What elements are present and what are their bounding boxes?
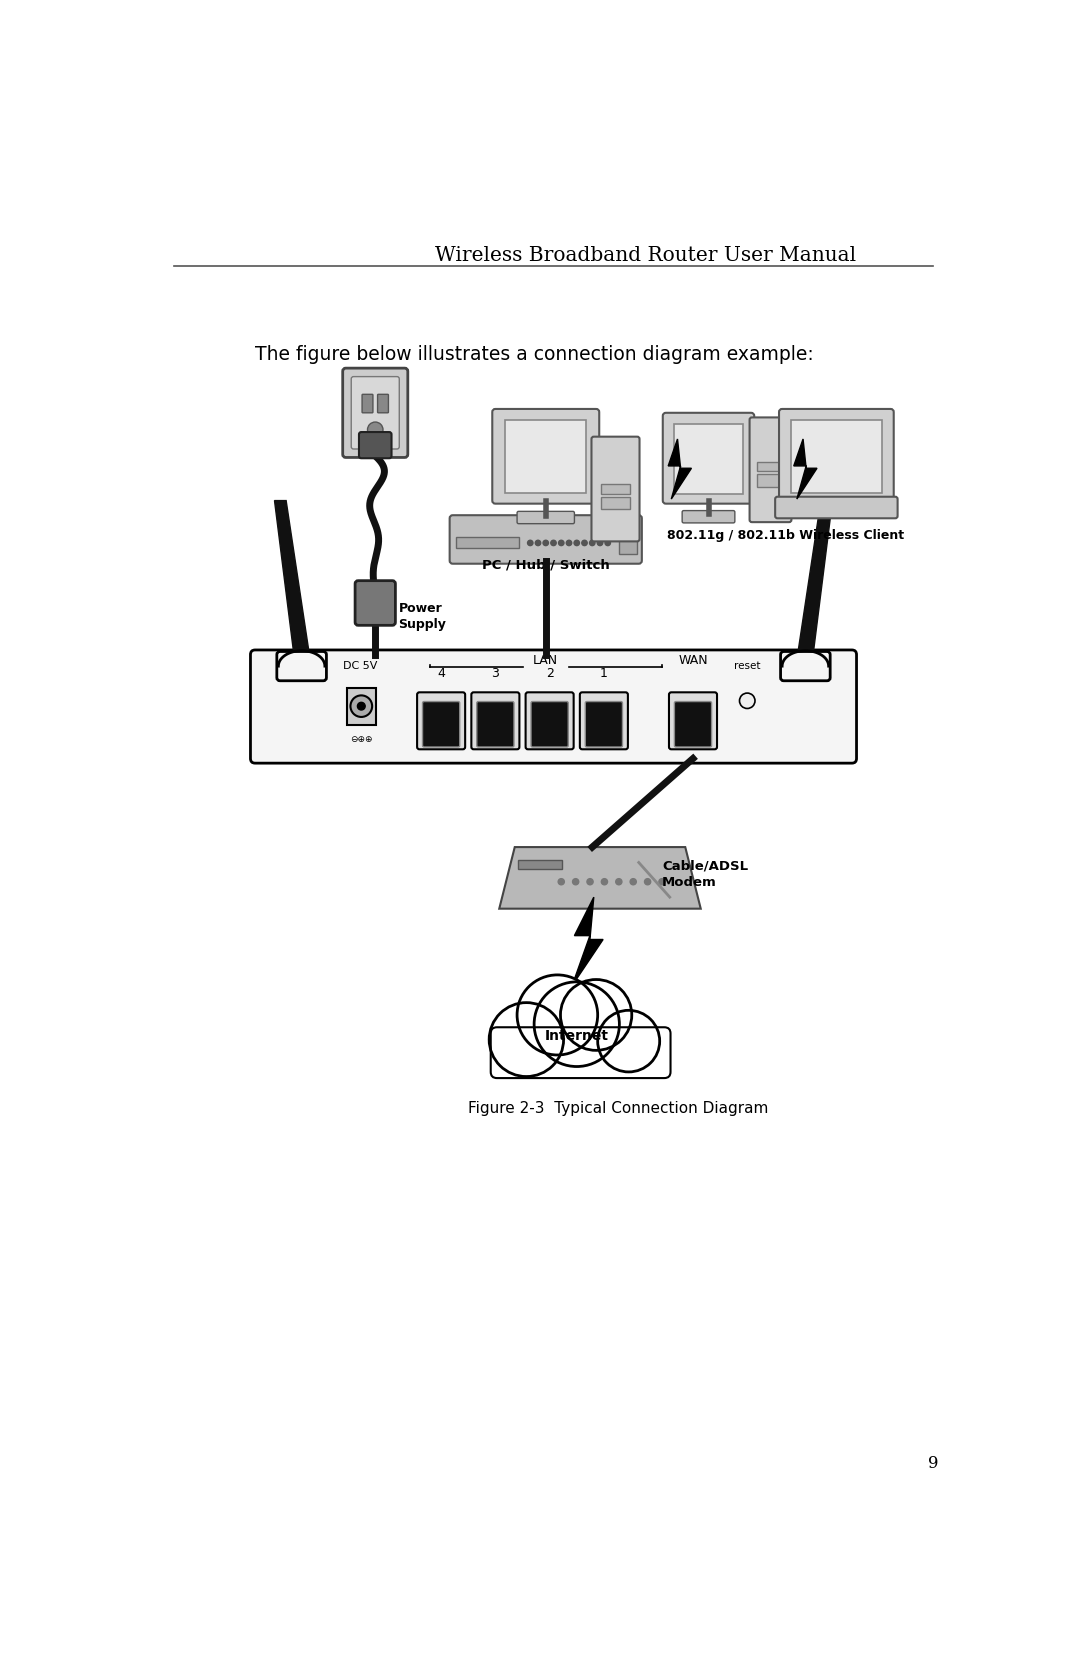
Circle shape: [536, 541, 541, 546]
Text: ⊖⊕⊕: ⊖⊕⊕: [350, 734, 373, 744]
FancyBboxPatch shape: [526, 693, 573, 749]
Circle shape: [630, 878, 636, 885]
FancyBboxPatch shape: [251, 649, 856, 763]
Circle shape: [586, 878, 593, 885]
FancyBboxPatch shape: [531, 701, 568, 748]
FancyBboxPatch shape: [378, 394, 389, 412]
Text: 3: 3: [491, 666, 499, 679]
FancyBboxPatch shape: [276, 651, 326, 681]
Circle shape: [543, 541, 549, 546]
Circle shape: [350, 696, 373, 718]
FancyBboxPatch shape: [779, 409, 894, 504]
FancyBboxPatch shape: [791, 421, 882, 492]
Text: LAN: LAN: [534, 654, 558, 668]
FancyBboxPatch shape: [505, 421, 586, 492]
FancyBboxPatch shape: [492, 409, 599, 504]
FancyBboxPatch shape: [476, 701, 514, 748]
FancyBboxPatch shape: [422, 701, 460, 748]
FancyBboxPatch shape: [775, 497, 897, 519]
Circle shape: [659, 878, 665, 885]
Circle shape: [645, 878, 651, 885]
FancyBboxPatch shape: [592, 437, 639, 541]
FancyBboxPatch shape: [663, 412, 754, 504]
Circle shape: [575, 541, 580, 546]
Text: Power
Supply: Power Supply: [399, 601, 446, 631]
Polygon shape: [794, 439, 816, 499]
FancyBboxPatch shape: [517, 860, 562, 870]
Polygon shape: [572, 898, 603, 986]
Text: Internet: Internet: [544, 1028, 609, 1043]
FancyBboxPatch shape: [683, 511, 734, 522]
FancyBboxPatch shape: [750, 417, 792, 522]
Polygon shape: [669, 439, 691, 499]
Circle shape: [367, 422, 383, 437]
Circle shape: [357, 703, 365, 709]
Text: reset: reset: [734, 661, 760, 671]
Circle shape: [602, 878, 608, 885]
Text: 4: 4: [437, 666, 445, 679]
Text: Figure 2-3  Typical Connection Diagram: Figure 2-3 Typical Connection Diagram: [469, 1102, 769, 1117]
FancyBboxPatch shape: [757, 462, 784, 471]
FancyBboxPatch shape: [456, 537, 519, 547]
Text: The figure below illustrates a connection diagram example:: The figure below illustrates a connectio…: [255, 345, 814, 364]
Circle shape: [527, 541, 532, 546]
FancyBboxPatch shape: [674, 424, 743, 494]
Circle shape: [558, 541, 564, 546]
Circle shape: [566, 541, 571, 546]
FancyBboxPatch shape: [347, 688, 376, 726]
FancyBboxPatch shape: [669, 693, 717, 749]
Text: WAN: WAN: [678, 654, 707, 668]
FancyBboxPatch shape: [757, 474, 784, 487]
Circle shape: [517, 975, 597, 1055]
Text: 1: 1: [599, 666, 608, 679]
FancyBboxPatch shape: [342, 369, 408, 457]
Circle shape: [535, 981, 619, 1066]
Circle shape: [616, 878, 622, 885]
Circle shape: [605, 541, 610, 546]
FancyBboxPatch shape: [619, 534, 637, 554]
Text: 802.11g / 802.11b Wireless Client: 802.11g / 802.11b Wireless Client: [667, 529, 905, 542]
Circle shape: [740, 693, 755, 708]
FancyBboxPatch shape: [585, 701, 622, 748]
FancyBboxPatch shape: [359, 432, 392, 459]
FancyBboxPatch shape: [600, 484, 631, 494]
FancyBboxPatch shape: [362, 394, 373, 412]
Text: Cable/ADSL
Modem: Cable/ADSL Modem: [662, 860, 748, 890]
Circle shape: [582, 541, 588, 546]
FancyBboxPatch shape: [449, 516, 642, 564]
Text: Wireless Broadband Router User Manual: Wireless Broadband Router User Manual: [434, 247, 855, 265]
Polygon shape: [798, 501, 833, 654]
Text: 2: 2: [545, 666, 554, 679]
Circle shape: [561, 980, 632, 1050]
FancyBboxPatch shape: [517, 511, 575, 524]
Circle shape: [551, 541, 556, 546]
FancyBboxPatch shape: [580, 693, 627, 749]
Polygon shape: [274, 501, 309, 654]
Circle shape: [597, 541, 603, 546]
FancyBboxPatch shape: [351, 377, 400, 449]
Circle shape: [597, 1010, 660, 1071]
Circle shape: [489, 1003, 564, 1077]
FancyBboxPatch shape: [471, 693, 519, 749]
Text: 9: 9: [928, 1455, 939, 1472]
FancyBboxPatch shape: [490, 1026, 671, 1078]
Text: DC 5V: DC 5V: [342, 661, 377, 671]
Circle shape: [558, 878, 565, 885]
FancyBboxPatch shape: [674, 701, 712, 748]
Circle shape: [590, 541, 595, 546]
Text: PC / Hub / Switch: PC / Hub / Switch: [482, 559, 609, 572]
FancyBboxPatch shape: [417, 693, 465, 749]
FancyBboxPatch shape: [600, 497, 631, 509]
FancyBboxPatch shape: [781, 651, 831, 681]
FancyBboxPatch shape: [355, 581, 395, 626]
Circle shape: [572, 878, 579, 885]
Polygon shape: [499, 848, 701, 908]
